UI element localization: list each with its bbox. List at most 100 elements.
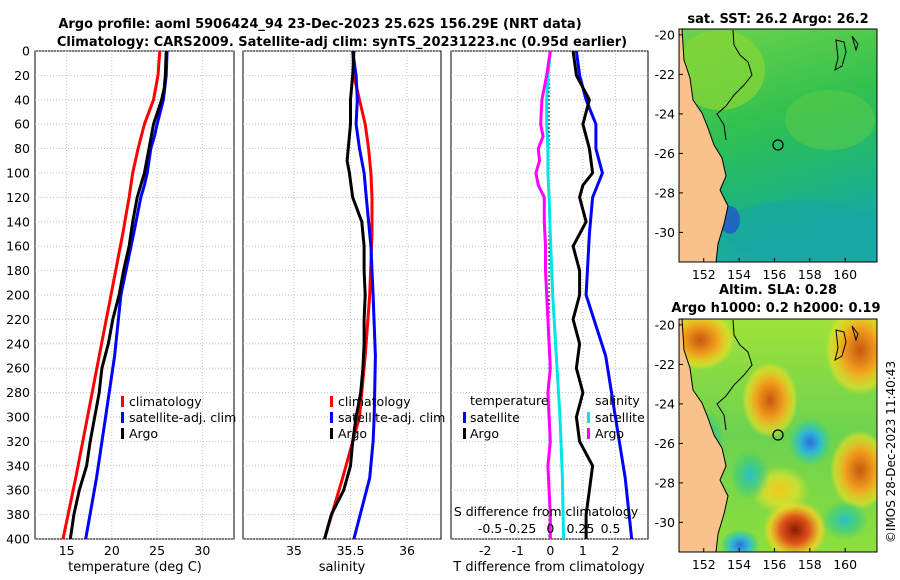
depth-tick-label: 280 bbox=[6, 385, 30, 400]
legend-swatch bbox=[121, 428, 124, 439]
sst-argo-marker bbox=[772, 139, 784, 151]
legend-label: Argo bbox=[470, 426, 499, 441]
x-tick-label: 30 bbox=[194, 543, 210, 558]
sla-reef-outline bbox=[834, 325, 859, 362]
sla-map bbox=[679, 319, 877, 552]
sla-low bbox=[720, 529, 760, 552]
sla-map-subtitle: Argo h1000: 0.2 h2000: 0.19 bbox=[671, 301, 880, 316]
depth-tick-label: 100 bbox=[6, 166, 30, 181]
map-y-tick-label: -30 bbox=[655, 225, 675, 240]
depth-tick-label: 400 bbox=[6, 532, 30, 547]
series-climatology bbox=[61, 51, 162, 539]
x-tick-label: 0 bbox=[546, 543, 554, 558]
s-tick-label: 0 bbox=[546, 521, 554, 536]
x-tick-label: 35 bbox=[286, 543, 302, 558]
s-tick-label: 0.5 bbox=[601, 521, 621, 536]
map-x-tick-label: 158 bbox=[798, 557, 822, 572]
temperature-grid bbox=[35, 50, 234, 540]
map-y-tick-label: -20 bbox=[655, 317, 675, 332]
temperature-series bbox=[61, 51, 169, 539]
map-x-tick-label: 154 bbox=[727, 267, 751, 282]
s-difference-ticks: -0.5 -0.25 0 0.25 0.5 bbox=[478, 521, 621, 536]
series-s-argo bbox=[534, 51, 552, 539]
map-x-tick-label: 158 bbox=[798, 267, 822, 282]
sst-map bbox=[679, 29, 877, 262]
sst-land bbox=[679, 29, 729, 262]
series-argo bbox=[323, 51, 367, 539]
series-satellite-adj-clim bbox=[84, 51, 169, 539]
sla-argo-marker bbox=[772, 429, 784, 441]
x-tick-label: -1 bbox=[512, 543, 524, 558]
sst-map-title: sat. SST: 26.2 Argo: 26.2 bbox=[687, 12, 868, 27]
map-y-tick-label: -30 bbox=[655, 515, 675, 530]
series-satellite-adj-clim bbox=[351, 51, 377, 539]
map-x-tick-label: 154 bbox=[727, 557, 751, 572]
sst-map-frame bbox=[678, 28, 878, 263]
temperature-x-axis: 15 20 25 30 bbox=[59, 543, 211, 558]
depth-tick-label: 0 bbox=[22, 44, 30, 59]
figure-title: Argo profile: aoml 5906424_94 23-Dec-202… bbox=[58, 17, 581, 32]
salinity-grid bbox=[243, 50, 441, 540]
sst-reef-outline bbox=[834, 35, 859, 72]
depth-tick-label: 40 bbox=[14, 92, 30, 107]
difference-legend: temperature satellite Argo salinity sate… bbox=[463, 393, 645, 441]
temperature-x-label: temperature (deg C) bbox=[68, 560, 202, 575]
legend-label: satellite-adj. clim bbox=[129, 410, 236, 425]
depth-tick-label: 200 bbox=[6, 288, 30, 303]
x-tick-label: 35.5 bbox=[337, 543, 365, 558]
depth-tick-label: 320 bbox=[6, 434, 30, 449]
sla-land bbox=[679, 319, 729, 552]
map-y-tick-label: -28 bbox=[655, 185, 675, 200]
depth-tick-label: 180 bbox=[6, 263, 30, 278]
sla-map-title: Altim. SLA: 0.28 bbox=[719, 283, 837, 298]
map-y-tick-label: -20 bbox=[655, 27, 675, 42]
depth-tick-label: 20 bbox=[14, 68, 30, 83]
legend-title-salinity: salinity bbox=[595, 393, 640, 408]
legend-swatch bbox=[587, 428, 590, 439]
legend-swatch bbox=[330, 412, 333, 423]
salinity-series bbox=[323, 51, 377, 539]
map-y-tick-label: -24 bbox=[655, 106, 675, 121]
difference-x-axis: -2 -1 0 1 2 bbox=[479, 543, 619, 558]
sla-map-frame bbox=[678, 318, 878, 553]
legend-swatch bbox=[330, 428, 333, 439]
map-x-tick-label: 156 bbox=[763, 267, 787, 282]
depth-tick-label: 300 bbox=[6, 410, 30, 425]
sst-map-axes: 152 154 156 158 160 -20 -22 -24 -26 -28 -30 bbox=[655, 27, 858, 282]
legend-label: climatology bbox=[338, 394, 411, 409]
depth-axis: 0 20 40 60 80 100 120 140 160 180 200 220 240 260 280 3… bbox=[6, 44, 30, 547]
sla-low bbox=[821, 500, 869, 540]
depth-tick-label: 220 bbox=[6, 312, 30, 327]
salinity-legend: climatology satellite-adj. clim Argo bbox=[330, 394, 445, 441]
map-y-tick-label: -26 bbox=[655, 146, 675, 161]
depth-tick-label: 140 bbox=[6, 214, 30, 229]
depth-tick-label: 360 bbox=[6, 483, 30, 498]
sst-warm-patch bbox=[785, 90, 875, 150]
sla-low bbox=[788, 418, 832, 466]
x-tick-label: 25 bbox=[149, 543, 165, 558]
difference-x-label: T difference from climatology bbox=[452, 560, 645, 575]
x-tick-label: 15 bbox=[59, 543, 75, 558]
map-x-tick-label: 160 bbox=[833, 557, 857, 572]
depth-tick-label: 380 bbox=[6, 507, 30, 522]
map-x-tick-label: 152 bbox=[692, 267, 716, 282]
series-climatology bbox=[323, 51, 374, 539]
depth-tick-label: 120 bbox=[6, 190, 30, 205]
imos-credit: ©IMOS 28-Dec-2023 11:40:43 bbox=[884, 361, 898, 543]
difference-series bbox=[534, 51, 634, 539]
map-y-tick-label: -28 bbox=[655, 475, 675, 490]
difference-grid bbox=[451, 50, 648, 540]
series-t-argo bbox=[571, 51, 595, 539]
legend-label: satellite bbox=[595, 410, 645, 425]
map-x-tick-label: 156 bbox=[763, 557, 787, 572]
salinity-x-label: salinity bbox=[319, 560, 366, 575]
sla-coastline bbox=[716, 319, 753, 431]
sla-low bbox=[730, 450, 770, 500]
map-y-tick-label: -22 bbox=[655, 357, 675, 372]
legend-swatch bbox=[330, 396, 333, 407]
sla-high bbox=[679, 319, 735, 370]
legend-label: Argo bbox=[129, 426, 158, 441]
map-y-tick-label: -26 bbox=[655, 436, 675, 451]
x-tick-label: 36 bbox=[399, 543, 415, 558]
